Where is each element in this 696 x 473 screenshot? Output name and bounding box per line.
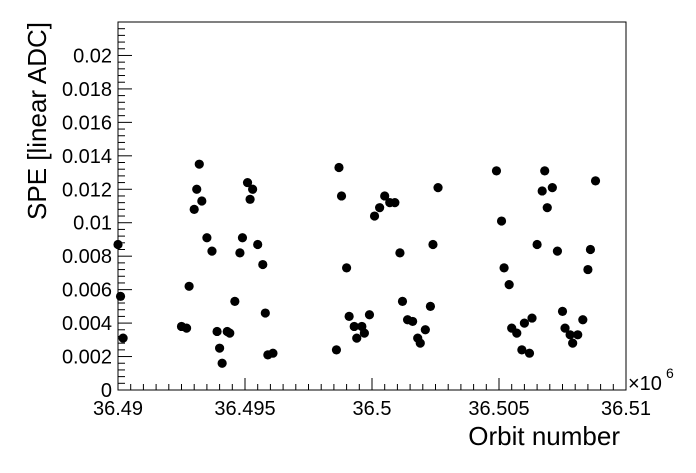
data-point-4 [181, 323, 192, 333]
data-point-62 [527, 313, 537, 323]
data-point-69 [557, 306, 568, 316]
data-point-38 [369, 211, 380, 221]
data-point-61 [524, 348, 535, 358]
data-point-24 [258, 259, 268, 270]
data-point-53 [491, 166, 502, 176]
y-tick-label: 0.004 [62, 313, 112, 335]
data-point-23 [253, 239, 263, 250]
data-point-34 [352, 333, 362, 343]
data-point-59 [517, 345, 527, 355]
data-point-77 [590, 176, 601, 186]
data-point-51 [428, 239, 438, 250]
x-exponent-label: ×10 [628, 373, 662, 395]
data-point-9 [197, 196, 207, 206]
data-point-50 [425, 301, 436, 311]
data-point-70 [560, 323, 570, 333]
data-point-64 [537, 186, 547, 196]
data-point-66 [542, 203, 552, 213]
y-tick-label: 0.002 [62, 347, 112, 369]
data-point-11 [207, 246, 217, 256]
data-point-33 [349, 321, 359, 332]
data-point-71 [565, 330, 575, 340]
data-point-6 [189, 204, 199, 214]
data-point-60 [519, 318, 530, 328]
y-tick-label: 0.018 [62, 79, 112, 101]
x-tick-label: 36.49 [93, 398, 143, 420]
data-point-42 [390, 198, 400, 208]
x-tick-label: 36.51 [601, 398, 651, 420]
data-point-54 [496, 216, 507, 226]
data-point-28 [331, 345, 342, 355]
data-point-10 [202, 233, 212, 243]
data-point-17 [230, 296, 240, 306]
data-point-31 [342, 263, 352, 273]
data-point-48 [415, 338, 425, 348]
data-point-55 [499, 263, 509, 273]
data-point-19 [237, 233, 248, 243]
x-tick-label: 36.5 [353, 398, 392, 420]
y-axis-title: SPE [linear ADC] [22, 22, 52, 220]
data-point-37 [364, 310, 375, 320]
y-tick-label: 0.01 [73, 213, 112, 235]
tick-labels: 36.49 36.495 36.5 36.505 36.51 0 0.002 0.004 0.0… [62, 45, 651, 420]
data-point-65 [540, 166, 550, 176]
y-tick-label: 0.016 [62, 112, 112, 134]
data-point-73 [573, 330, 583, 340]
data-point-39 [375, 203, 385, 213]
y-tick-label: 0 [101, 380, 112, 402]
x-axis-title: Orbit number [468, 421, 620, 451]
y-tick-label: 0.006 [62, 280, 112, 302]
data-point-8 [194, 159, 204, 169]
data-point-63 [532, 239, 542, 250]
data-point-27 [268, 348, 278, 358]
data-point-30 [336, 191, 347, 201]
data-point-46 [408, 316, 418, 327]
data-point-13 [215, 343, 225, 353]
data-point-58 [512, 328, 522, 338]
data-point-43 [395, 248, 405, 258]
data-point-76 [585, 244, 596, 255]
y-tick-label: 0.012 [62, 179, 112, 201]
data-point-29 [334, 162, 344, 173]
x-exponent: ×10 6 [628, 365, 674, 395]
data-point-74 [578, 315, 588, 325]
data-point-75 [583, 264, 593, 275]
data-point-72 [568, 338, 578, 348]
data-point-2 [118, 333, 128, 343]
x-exponent-power: 6 [666, 365, 674, 381]
data-point-56 [504, 280, 514, 290]
data-point-21 [245, 194, 255, 204]
axis-ticks [117, 21, 627, 391]
data-point-5 [184, 281, 194, 291]
data-point-12 [212, 326, 222, 337]
data-point-49 [420, 325, 430, 335]
data-points [113, 159, 601, 368]
data-point-16 [225, 328, 235, 338]
data-point-67 [547, 183, 557, 193]
x-tick-label: 36.505 [468, 398, 529, 420]
data-point-36 [359, 328, 369, 338]
data-point-7 [192, 184, 202, 194]
data-point-22 [248, 184, 258, 194]
data-point-52 [433, 183, 443, 193]
data-point-40 [380, 191, 390, 201]
data-point-32 [344, 311, 354, 321]
y-tick-label: 0.02 [73, 45, 112, 67]
data-point-44 [397, 296, 408, 306]
y-tick-label: 0.008 [62, 246, 112, 268]
y-tick-label: 0.014 [62, 146, 112, 168]
data-point-14 [217, 358, 227, 368]
data-point-68 [552, 246, 563, 256]
data-point-25 [260, 308, 270, 318]
data-point-20 [242, 177, 253, 188]
data-point-18 [235, 248, 245, 258]
x-tick-label: 36.495 [214, 398, 275, 420]
